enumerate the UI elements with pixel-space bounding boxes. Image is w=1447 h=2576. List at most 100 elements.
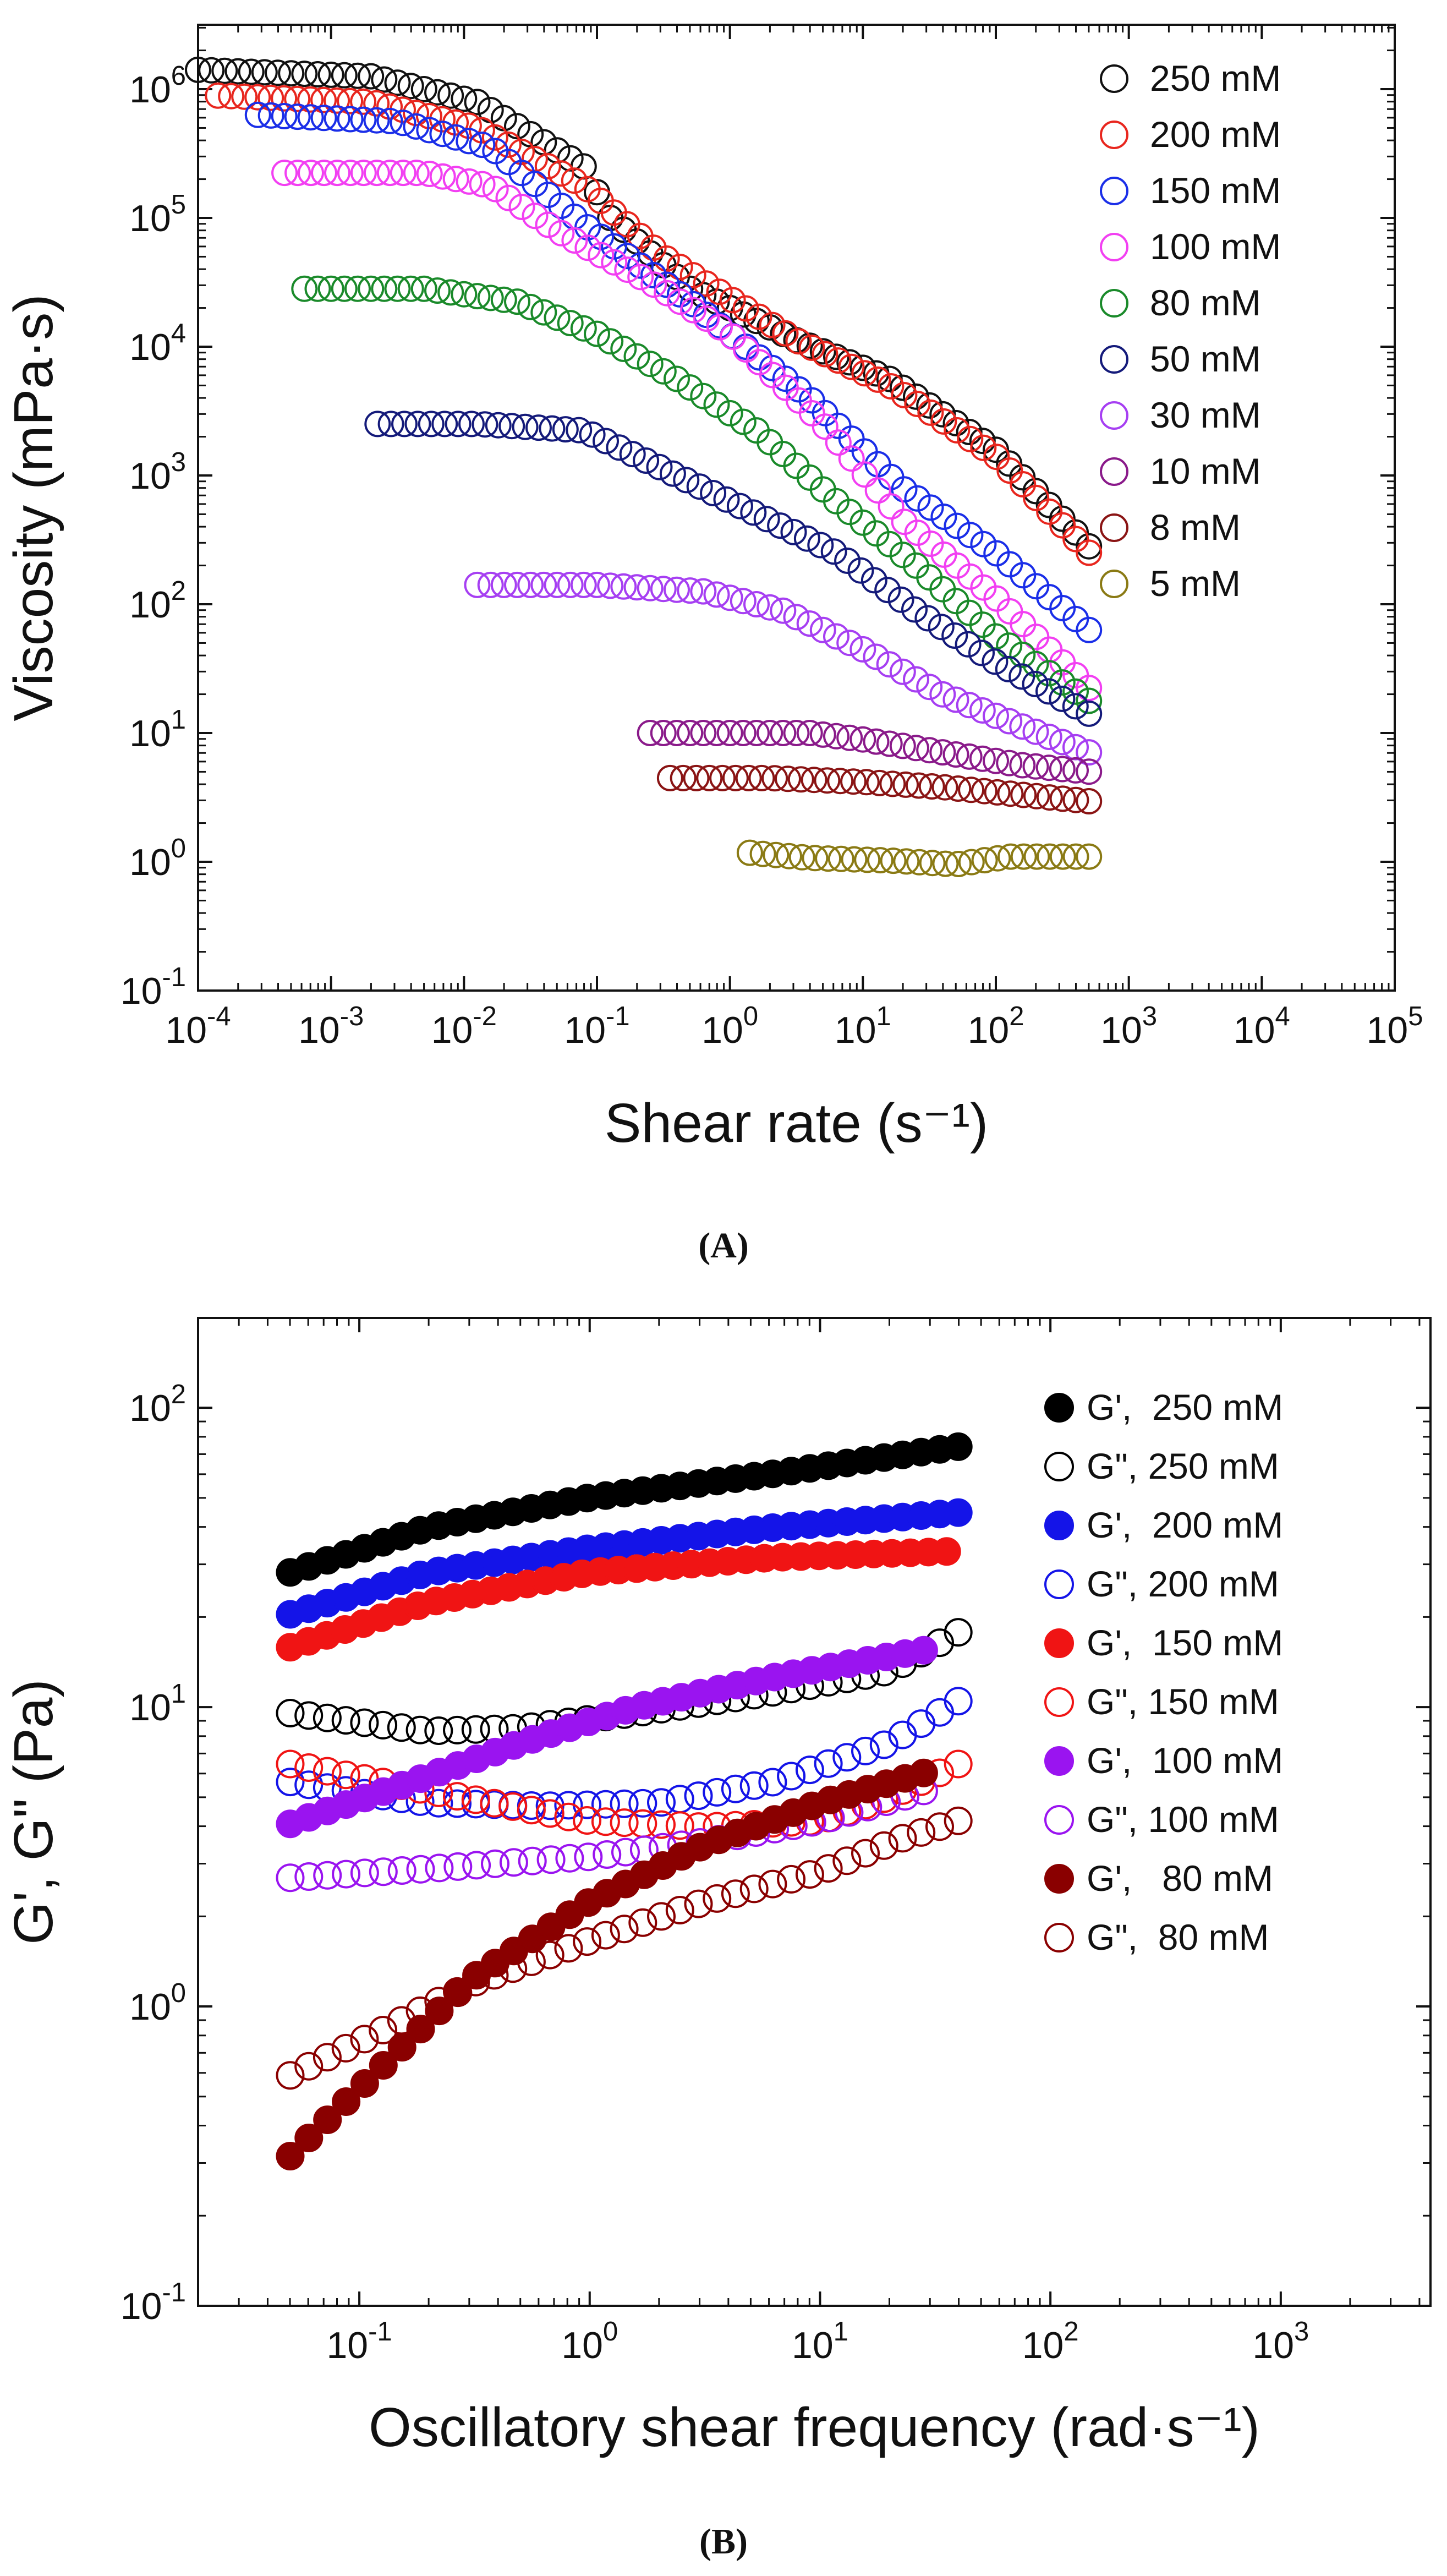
data-point [650, 358, 677, 385]
data-point [610, 1808, 639, 1837]
data-point [903, 666, 929, 693]
data-point [909, 1636, 938, 1665]
data-point [480, 1789, 509, 1818]
data-point [377, 411, 404, 437]
legend-label: 8 mM [1150, 507, 1241, 548]
data-point [1022, 718, 1049, 745]
data-point [405, 1996, 435, 2025]
data-point [544, 304, 571, 331]
data-point [610, 1915, 639, 1944]
data-point [1049, 756, 1076, 783]
data-point [823, 343, 849, 370]
data-point [456, 168, 483, 195]
data-point [337, 160, 364, 187]
data-point [918, 773, 945, 800]
chart-a-plot-frame [197, 24, 1396, 992]
data-point [906, 849, 933, 876]
data-point [518, 1846, 547, 1875]
data-point [670, 764, 697, 791]
data-point [874, 577, 901, 604]
data-point [944, 1687, 973, 1716]
chart-a-series-5 [364, 411, 1103, 727]
legend-marker [1044, 1746, 1074, 1776]
data-point [480, 1961, 509, 1990]
data-point [1022, 670, 1049, 697]
data-point [311, 160, 337, 187]
data-point [522, 203, 549, 229]
data-point [841, 846, 868, 873]
data-point [371, 66, 398, 93]
data-point [849, 509, 876, 536]
data-point [313, 1861, 342, 1890]
data-point [971, 847, 998, 874]
data-point [942, 409, 969, 436]
data-point [363, 160, 390, 187]
data-point [1076, 843, 1103, 870]
data-point [798, 334, 825, 361]
data-point [944, 417, 971, 444]
data-point [836, 630, 863, 657]
chart-b-panel-label: (B) [699, 2522, 748, 2562]
data-point [504, 113, 530, 140]
data-point [879, 770, 906, 797]
data-point [864, 477, 891, 504]
data-point [840, 768, 867, 795]
data-point [369, 2051, 398, 2080]
data-point [469, 171, 496, 198]
data-point [763, 841, 790, 868]
data-point [403, 113, 430, 140]
data-point [716, 584, 743, 611]
data-point [1062, 526, 1089, 553]
data-point [1076, 616, 1103, 643]
chart-b-series-4 [276, 1537, 961, 1662]
data-point [384, 69, 411, 96]
data-point [324, 87, 350, 114]
data-point [610, 1789, 639, 1818]
data-point [554, 1802, 583, 1831]
chart-b-series-2 [276, 1498, 973, 1629]
data-point [887, 586, 914, 613]
data-point [461, 1715, 490, 1744]
data-point [350, 160, 377, 187]
legend-label: 200 mM [1150, 114, 1281, 155]
data-point [700, 480, 727, 506]
data-point [218, 83, 245, 110]
data-point [748, 764, 775, 791]
chart-a-x-tick-label: 100 [701, 1002, 758, 1051]
data-point [1010, 843, 1037, 870]
data-point [640, 271, 667, 298]
data-point [726, 493, 753, 519]
legend-label: G', 100 mM [1087, 1740, 1283, 1781]
data-point [929, 739, 956, 766]
data-point [945, 775, 972, 802]
chart-b-series-6 [276, 1636, 938, 1839]
data-point [517, 1947, 546, 1976]
data-point [623, 574, 650, 601]
data-point [854, 846, 881, 873]
data-point [664, 720, 690, 746]
data-point [683, 764, 710, 791]
data-point [758, 1869, 787, 1899]
data-point [957, 522, 984, 549]
data-point [703, 720, 730, 746]
data-point [387, 1856, 416, 1885]
data-point [437, 279, 464, 306]
data-point [517, 121, 544, 147]
chart-a-series-2 [244, 101, 1103, 643]
data-point [930, 408, 957, 435]
data-point [770, 320, 797, 347]
data-point [814, 1854, 843, 1883]
data-point [736, 839, 763, 866]
legend-marker [1100, 289, 1128, 318]
data-point [464, 283, 491, 310]
data-point [610, 335, 637, 362]
data-point [703, 391, 730, 418]
data-point [838, 353, 865, 380]
data-point [481, 124, 508, 151]
data-point [593, 428, 619, 455]
data-point [324, 160, 350, 187]
data-point [1009, 713, 1036, 740]
data-point [666, 254, 693, 280]
data-point [363, 90, 390, 117]
data-point [504, 571, 530, 598]
